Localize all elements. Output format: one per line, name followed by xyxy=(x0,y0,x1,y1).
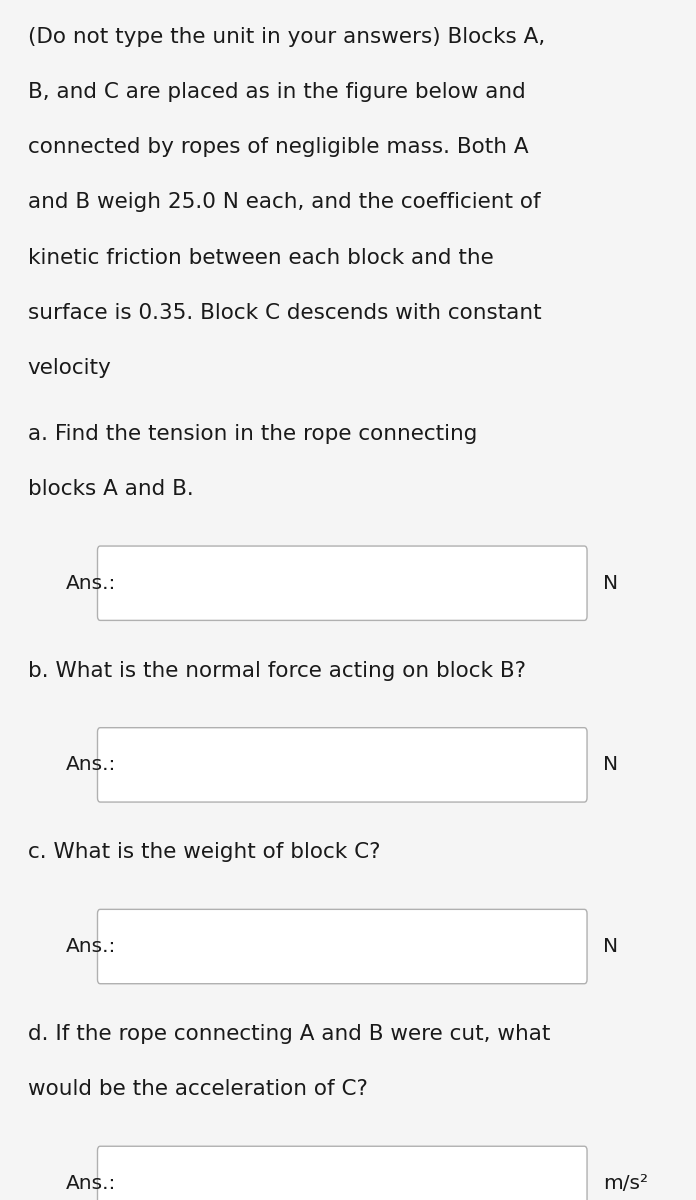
Text: d. If the rope connecting A and B were cut, what: d. If the rope connecting A and B were c… xyxy=(28,1024,550,1044)
FancyBboxPatch shape xyxy=(97,1146,587,1200)
Text: N: N xyxy=(603,574,618,593)
Text: surface is 0.35. Block C descends with constant: surface is 0.35. Block C descends with c… xyxy=(28,302,541,323)
Text: connected by ropes of negligible mass. Both A: connected by ropes of negligible mass. B… xyxy=(28,137,528,157)
FancyBboxPatch shape xyxy=(97,910,587,984)
Text: kinetic friction between each block and the: kinetic friction between each block and … xyxy=(28,247,493,268)
Text: B, and C are placed as in the figure below and: B, and C are placed as in the figure bel… xyxy=(28,82,525,102)
Text: blocks A and B.: blocks A and B. xyxy=(28,479,193,499)
Text: Ans.:: Ans.: xyxy=(65,937,116,956)
Text: (Do not type the unit in your answers) Blocks A,: (Do not type the unit in your answers) B… xyxy=(28,26,545,47)
FancyBboxPatch shape xyxy=(97,546,587,620)
FancyBboxPatch shape xyxy=(97,727,587,802)
Text: N: N xyxy=(603,937,618,956)
Text: Ans.:: Ans.: xyxy=(65,574,116,593)
Text: c. What is the weight of block C?: c. What is the weight of block C? xyxy=(28,842,380,863)
Text: velocity: velocity xyxy=(28,358,111,378)
Text: would be the acceleration of C?: would be the acceleration of C? xyxy=(28,1079,367,1099)
Text: a. Find the tension in the rope connecting: a. Find the tension in the rope connecti… xyxy=(28,424,477,444)
Text: Ans.:: Ans.: xyxy=(65,755,116,774)
Text: and B weigh 25.0 N each, and the coefficient of: and B weigh 25.0 N each, and the coeffic… xyxy=(28,192,540,212)
Text: b. What is the normal force acting on block B?: b. What is the normal force acting on bl… xyxy=(28,661,525,680)
Text: m/s²: m/s² xyxy=(603,1174,648,1193)
Text: Ans.:: Ans.: xyxy=(65,1174,116,1193)
Text: N: N xyxy=(603,755,618,774)
